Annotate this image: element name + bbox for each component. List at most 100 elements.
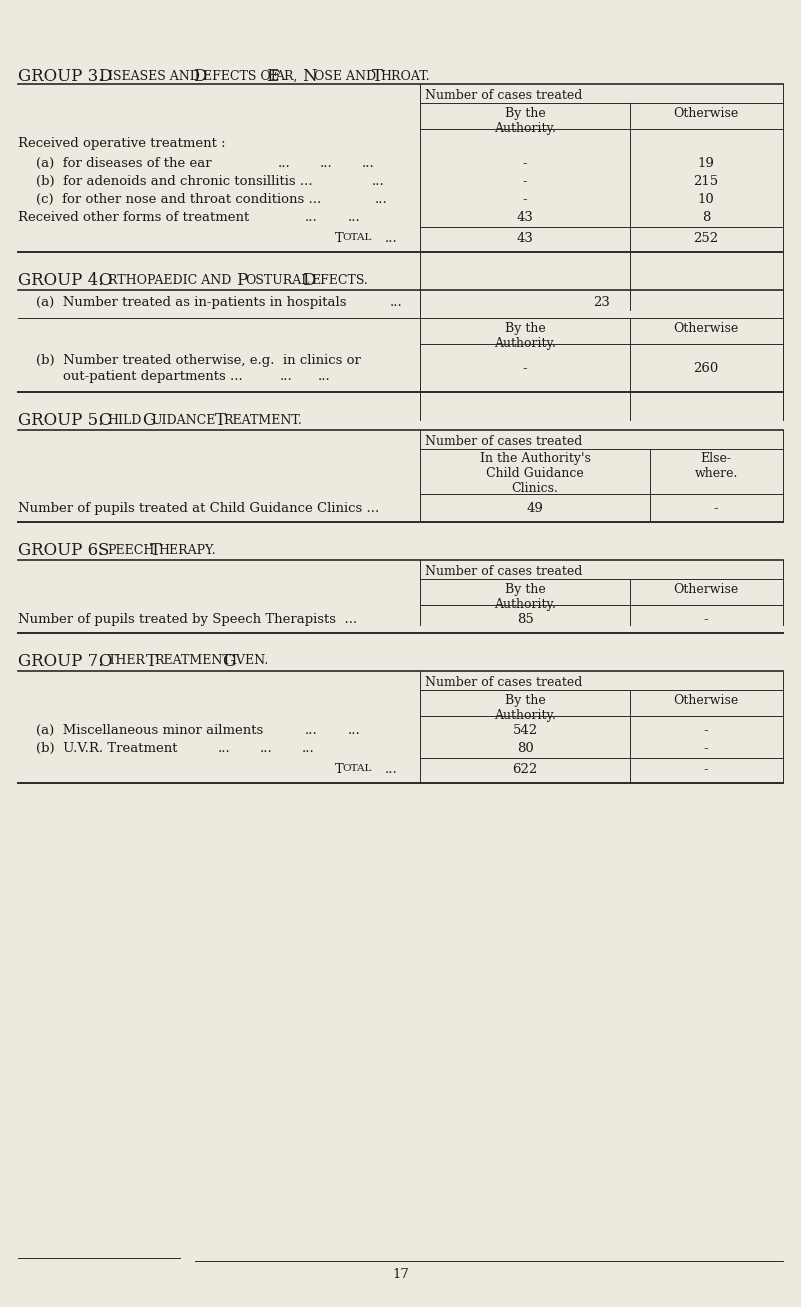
Text: ISEASES AND: ISEASES AND: [108, 69, 200, 82]
Text: ...: ...: [375, 193, 388, 207]
Text: ...: ...: [305, 724, 318, 737]
Text: ...: ...: [305, 210, 318, 223]
Text: THER: THER: [108, 655, 146, 668]
Text: G: G: [222, 654, 235, 670]
Text: HILD: HILD: [107, 413, 141, 426]
Text: Otherwise: Otherwise: [674, 322, 739, 335]
Text: REATMENT: REATMENT: [154, 655, 231, 668]
Text: Otherwise: Otherwise: [674, 583, 739, 596]
Text: By the
Authority.: By the Authority.: [494, 694, 556, 721]
Text: Number of pupils treated at Child Guidance Clinics ...: Number of pupils treated at Child Guidan…: [18, 502, 379, 515]
Text: -: -: [704, 763, 708, 776]
Text: Number of cases treated: Number of cases treated: [425, 435, 582, 448]
Text: -: -: [523, 193, 527, 207]
Text: ...: ...: [348, 210, 360, 223]
Text: PEECH: PEECH: [107, 544, 155, 557]
Text: HROAT.: HROAT.: [380, 69, 429, 82]
Text: D: D: [98, 68, 111, 85]
Text: P: P: [236, 272, 248, 289]
Text: E: E: [266, 68, 278, 85]
Text: -: -: [704, 724, 708, 737]
Text: By the
Authority.: By the Authority.: [494, 322, 556, 350]
Text: (b)  U.V.R. Treatment: (b) U.V.R. Treatment: [36, 742, 178, 755]
Text: Received other forms of treatment: Received other forms of treatment: [18, 210, 249, 223]
Text: T: T: [215, 412, 226, 429]
Text: REATMENT.: REATMENT.: [223, 413, 302, 426]
Text: 49: 49: [526, 502, 543, 515]
Text: D: D: [302, 272, 316, 289]
Text: ...: ...: [218, 742, 231, 755]
Text: ...: ...: [390, 295, 403, 308]
Text: T: T: [146, 654, 157, 670]
Text: -: -: [523, 362, 527, 375]
Text: ...: ...: [348, 724, 360, 737]
Text: 23: 23: [593, 295, 610, 308]
Text: GROUP 4.: GROUP 4.: [18, 272, 103, 289]
Text: 252: 252: [694, 233, 718, 244]
Text: 215: 215: [694, 175, 718, 188]
Text: ...: ...: [372, 175, 384, 188]
Text: Number of cases treated: Number of cases treated: [425, 565, 582, 578]
Text: ...: ...: [302, 742, 315, 755]
Text: OTAL: OTAL: [342, 765, 372, 772]
Text: By the
Authority.: By the Authority.: [494, 107, 556, 135]
Text: IVEN.: IVEN.: [231, 655, 268, 668]
Text: HERAPY.: HERAPY.: [158, 544, 215, 557]
Text: Number of pupils treated by Speech Therapists  ...: Number of pupils treated by Speech Thera…: [18, 613, 357, 626]
Text: -: -: [704, 742, 708, 755]
Text: out-patient departments ...: out-patient departments ...: [63, 370, 243, 383]
Text: OTAL: OTAL: [342, 233, 372, 242]
Text: (a)  for diseases of the ear: (a) for diseases of the ear: [36, 157, 211, 170]
Text: ...: ...: [280, 370, 292, 383]
Text: EFECTS.: EFECTS.: [311, 273, 368, 286]
Text: OSTURAL: OSTURAL: [245, 273, 309, 286]
Text: ...: ...: [362, 157, 375, 170]
Text: G: G: [142, 412, 155, 429]
Text: T: T: [335, 763, 344, 776]
Text: -: -: [523, 157, 527, 170]
Text: Number of cases treated: Number of cases treated: [425, 676, 582, 689]
Text: By the
Authority.: By the Authority.: [494, 583, 556, 610]
Text: UIDANCE: UIDANCE: [151, 413, 215, 426]
Text: (b)  for adenoids and chronic tonsillitis ...: (b) for adenoids and chronic tonsillitis…: [36, 175, 312, 188]
Text: ...: ...: [260, 742, 273, 755]
Text: 85: 85: [517, 613, 533, 626]
Text: 542: 542: [513, 724, 537, 737]
Text: N: N: [302, 68, 316, 85]
Text: Received operative treatment :: Received operative treatment :: [18, 137, 226, 150]
Text: (a)  Miscellaneous minor ailments: (a) Miscellaneous minor ailments: [36, 724, 264, 737]
Text: ...: ...: [320, 157, 332, 170]
Text: (a)  Number treated as in-patients in hospitals: (a) Number treated as in-patients in hos…: [36, 295, 347, 308]
Text: ...: ...: [385, 233, 398, 244]
Text: GROUP 7.: GROUP 7.: [18, 654, 103, 670]
Text: (b)  Number treated otherwise, e.g.  in clinics or: (b) Number treated otherwise, e.g. in cl…: [36, 354, 361, 367]
Text: -: -: [714, 502, 718, 515]
Text: 622: 622: [513, 763, 537, 776]
Text: (c)  for other nose and throat conditions ...: (c) for other nose and throat conditions…: [36, 193, 321, 207]
Text: -: -: [704, 613, 708, 626]
Text: O: O: [98, 654, 111, 670]
Text: ...: ...: [385, 763, 398, 776]
Text: Else-
where.: Else- where.: [694, 452, 738, 480]
Text: GROUP 5.: GROUP 5.: [18, 412, 103, 429]
Text: D: D: [193, 68, 207, 85]
Text: GROUP 3.: GROUP 3.: [18, 68, 103, 85]
Text: S: S: [98, 542, 110, 559]
Text: T: T: [372, 68, 383, 85]
Text: 43: 43: [517, 210, 533, 223]
Text: OSE AND: OSE AND: [314, 69, 376, 82]
Text: 43: 43: [517, 233, 533, 244]
Text: T: T: [335, 233, 344, 244]
Text: O: O: [98, 272, 111, 289]
Text: ...: ...: [318, 370, 331, 383]
Text: 8: 8: [702, 210, 710, 223]
Text: -: -: [523, 175, 527, 188]
Text: EFECTS OF: EFECTS OF: [203, 69, 280, 82]
Text: 80: 80: [517, 742, 533, 755]
Text: C: C: [98, 412, 111, 429]
Text: 260: 260: [694, 362, 718, 375]
Text: 10: 10: [698, 193, 714, 207]
Text: ...: ...: [278, 157, 291, 170]
Text: T: T: [150, 542, 161, 559]
Text: 19: 19: [698, 157, 714, 170]
